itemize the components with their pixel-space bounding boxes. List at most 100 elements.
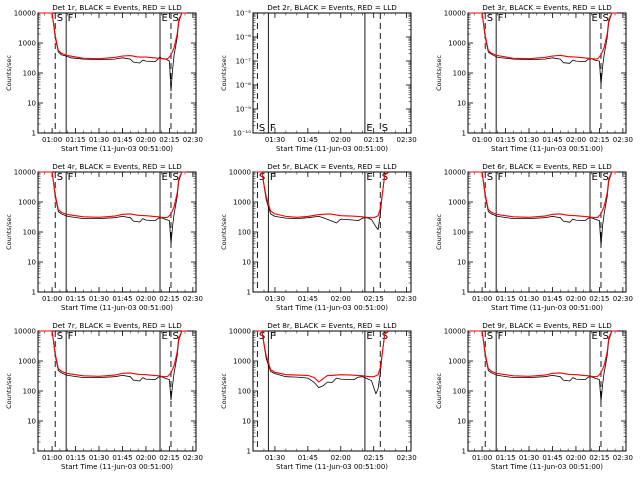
- marker-label-e: E: [162, 172, 168, 183]
- panel-title: Det 4r, BLACK = Events, RED = LLD: [52, 162, 182, 171]
- marker-label-f: F: [498, 331, 504, 342]
- x-tick-label: 02:30: [397, 295, 417, 303]
- panel-title: Det 6r, BLACK = Events, RED = LLD: [482, 162, 612, 171]
- x-tick-label: 01:30: [519, 136, 539, 144]
- y-tick-label: 1000: [448, 40, 466, 48]
- detector-panel-5: Det 5r, BLACK = Events, RED = LLD 1 10 100 1…: [220, 162, 417, 312]
- y-tick-label: 10000: [444, 10, 466, 18]
- y-tick-label: 1: [32, 289, 36, 297]
- x-tick-label: 02:15: [589, 295, 609, 303]
- x-axis-label: Start Time (11-Jun-03 00:51:00): [276, 463, 388, 471]
- x-tick-label: 01:00: [472, 295, 492, 303]
- marker-label-s: S: [57, 172, 63, 183]
- marker-label-e: E: [366, 123, 372, 134]
- x-tick-label: 02:00: [136, 454, 156, 462]
- y-tick-label: 1: [247, 289, 251, 297]
- y-tick-label: 10⁻⁸: [236, 82, 252, 90]
- x-tick-label: 02:00: [331, 136, 351, 144]
- y-tick-label: 10000: [444, 169, 466, 177]
- y-tick-label: 1: [247, 448, 251, 456]
- x-tick-label: 01:00: [472, 454, 492, 462]
- x-tick-label: 01:00: [472, 136, 492, 144]
- y-tick-label: 100: [453, 229, 466, 237]
- panel-title: Det 7r, BLACK = Events, RED = LLD: [52, 321, 182, 330]
- marker-label-e: E: [162, 13, 168, 24]
- x-tick-label: 01:45: [112, 136, 132, 144]
- y-tick-label: 10: [27, 259, 36, 267]
- series-events: [39, 12, 187, 92]
- y-tick-label: 100: [23, 388, 36, 396]
- marker-label-s: S: [487, 172, 493, 183]
- x-tick-label: 02:00: [136, 136, 156, 144]
- x-tick-label: 01:15: [65, 295, 85, 303]
- y-axis-label: Counts/sec: [5, 373, 13, 409]
- series-events: [469, 171, 617, 247]
- y-axis-label: Counts/sec: [435, 55, 443, 91]
- marker-label-f: F: [270, 123, 276, 134]
- y-tick-label: 10⁻⁷: [236, 58, 252, 66]
- x-tick-label: 01:45: [112, 454, 132, 462]
- series-lld: [39, 171, 187, 219]
- x-axis-label: Start Time (11-Jun-03 00:51:00): [61, 463, 173, 471]
- marker-label-f: F: [270, 172, 276, 183]
- y-tick-label: 10000: [229, 328, 251, 336]
- y-tick-label: 1000: [233, 358, 251, 366]
- detector-panel-6: Det 6r, BLACK = Events, RED = LLD 1 10 100 1…: [435, 162, 633, 312]
- panel-title: Det 1r, BLACK = Events, RED = LLD: [52, 3, 182, 12]
- y-tick-label: 100: [453, 388, 466, 396]
- marker-label-s: S: [172, 172, 178, 183]
- x-tick-label: 02:30: [397, 136, 417, 144]
- y-tick-label: 10⁻⁹: [236, 106, 252, 114]
- marker-label-s: S: [602, 13, 608, 24]
- x-tick-label: 02:15: [159, 295, 179, 303]
- y-tick-label: 1000: [18, 358, 36, 366]
- series-events: [469, 330, 617, 402]
- detector-panel-4: Det 4r, BLACK = Events, RED = LLD 1 10 100 1…: [5, 162, 203, 312]
- marker-label-s: S: [382, 331, 388, 342]
- marker-label-e: E: [366, 331, 372, 342]
- y-tick-label: 1: [32, 448, 36, 456]
- marker-label-s: S: [382, 123, 388, 134]
- marker-label-s: S: [57, 331, 63, 342]
- series-lld: [255, 330, 390, 383]
- marker-label-f: F: [498, 172, 504, 183]
- marker-label-f: F: [68, 172, 74, 183]
- x-tick-label: 02:15: [364, 136, 384, 144]
- y-tick-label: 100: [23, 70, 36, 78]
- marker-label-s: S: [487, 13, 493, 24]
- x-tick-label: 01:30: [519, 454, 539, 462]
- x-tick-label: 01:45: [542, 136, 562, 144]
- x-axis-label: Start Time (11-Jun-03 00:51:00): [276, 304, 388, 312]
- x-tick-label: 01:45: [542, 454, 562, 462]
- y-tick-label: 100: [238, 388, 251, 396]
- x-axis-label: Start Time (11-Jun-03 00:51:00): [276, 145, 388, 153]
- marker-label-e: E: [366, 172, 372, 183]
- marker-label-s: S: [602, 172, 608, 183]
- y-tick-label: 1: [462, 448, 466, 456]
- panel-title: Det 2r, BLACK = Events, RED = LLD: [267, 3, 397, 12]
- y-tick-label: 10: [242, 418, 251, 426]
- x-axis-label: Start Time (11-Jun-03 00:51:00): [491, 463, 603, 471]
- x-tick-label: 02:30: [183, 136, 203, 144]
- x-tick-label: 01:00: [42, 454, 62, 462]
- marker-label-f: F: [498, 13, 504, 24]
- x-tick-label: 02:15: [159, 136, 179, 144]
- detector-panel-1: Det 1r, BLACK = Events, RED = LLD 1 10 100 1…: [5, 3, 203, 153]
- y-tick-label: 10⁻⁵: [236, 10, 252, 18]
- y-tick-label: 1000: [233, 199, 251, 207]
- series-lld: [39, 12, 187, 60]
- x-tick-label: 02:15: [364, 454, 384, 462]
- y-tick-label: 10000: [444, 328, 466, 336]
- series-lld: [469, 12, 617, 60]
- y-tick-label: 1: [32, 130, 36, 138]
- y-tick-label: 1: [462, 130, 466, 138]
- y-axis-label: Counts/sec: [220, 55, 228, 91]
- x-tick-label: 01:45: [298, 454, 318, 462]
- x-tick-label: 01:30: [89, 454, 109, 462]
- x-tick-label: 02:30: [183, 295, 203, 303]
- series-events: [39, 171, 187, 245]
- panel-title: Det 3r, BLACK = Events, RED = LLD: [482, 3, 612, 12]
- detector-panel-9: Det 9r, BLACK = Events, RED = LLD 1 10 100 1…: [435, 321, 633, 471]
- x-tick-label: 01:45: [298, 295, 318, 303]
